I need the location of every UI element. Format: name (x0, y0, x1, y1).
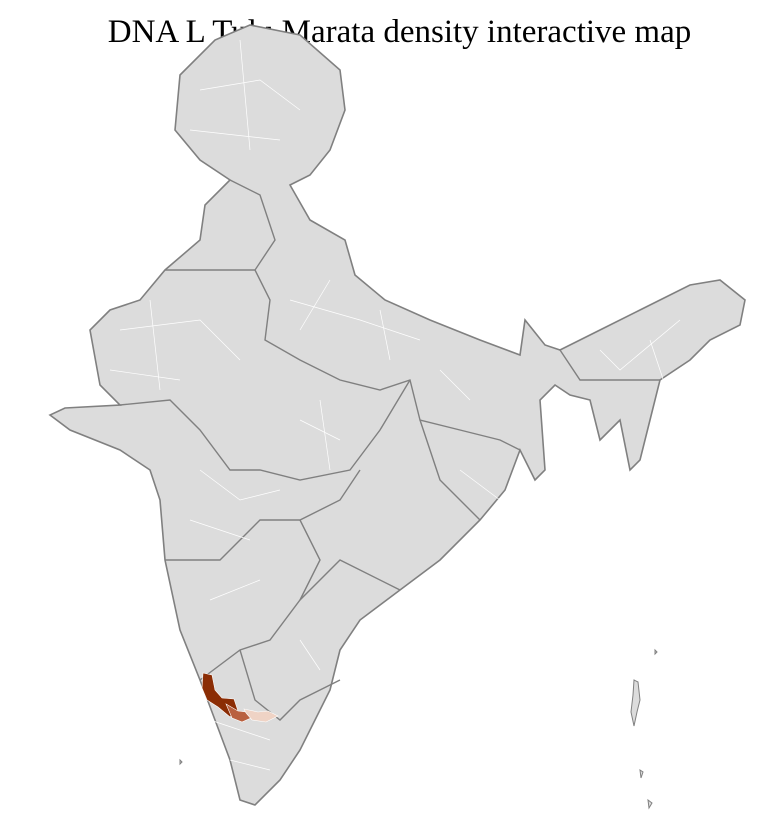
andaman-nicobar-islands[interactable] (630, 648, 658, 810)
district-borders (109, 39, 681, 771)
district-low-density[interactable] (243, 708, 279, 723)
lakshadweep-islands[interactable] (179, 758, 183, 766)
map-title: DNA L Tulu Marata density interactive ma… (107, 14, 692, 50)
india-landmass[interactable] (48, 24, 746, 806)
state-borders (119, 179, 660, 721)
highlighted-districts (201, 672, 279, 723)
